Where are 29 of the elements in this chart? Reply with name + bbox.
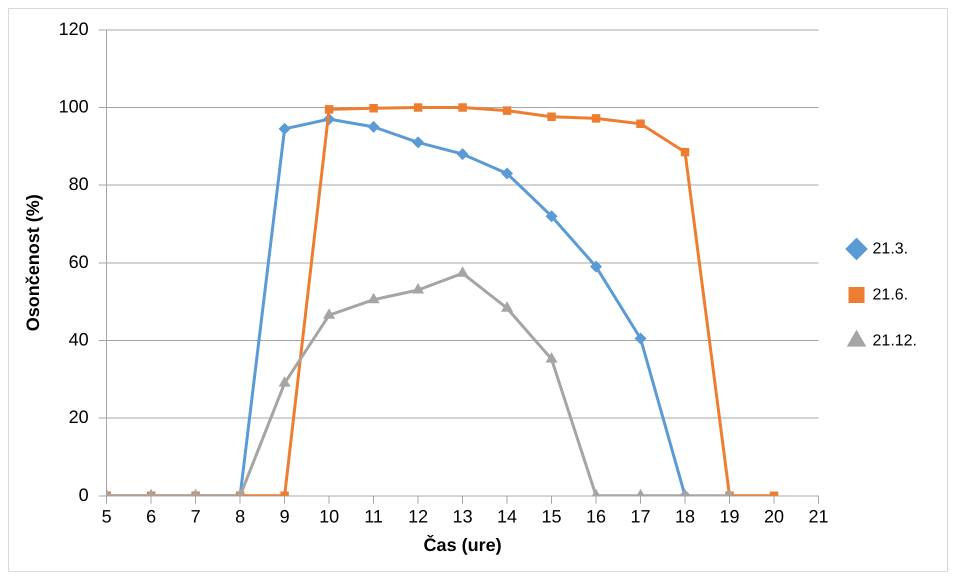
x-tick-label: 14	[497, 506, 518, 527]
x-tick-label: 21	[808, 506, 829, 527]
x-tick-label: 11	[364, 506, 383, 527]
y-tick-label: 100	[58, 96, 89, 116]
x-tick-label: 5	[102, 506, 112, 527]
x-tick-label: 7	[190, 506, 201, 527]
x-tick-label: 16	[586, 506, 606, 527]
x-tick-label: 10	[319, 506, 340, 527]
legend-label: 21.12.	[872, 332, 917, 350]
legend-label: 21.6.	[872, 286, 908, 304]
x-tick-label: 18	[675, 506, 696, 527]
y-tick-label: 80	[68, 174, 89, 194]
x-tick-label: 13	[452, 506, 473, 527]
x-tick-label: 6	[146, 506, 156, 527]
y-tick-label: 20	[68, 407, 89, 428]
x-axis-title: Čas (ure)	[424, 534, 502, 556]
y-tick-label: 40	[68, 329, 89, 350]
x-tick-label: 15	[542, 506, 562, 527]
x-tick-label: 17	[630, 506, 651, 527]
x-tick-label: 19	[720, 506, 740, 527]
x-tick-label: 8	[235, 506, 246, 527]
y-tick-label: 60	[68, 252, 89, 272]
y-tick-label: 120	[58, 18, 89, 39]
x-tick-label: 20	[764, 506, 784, 527]
legend-label: 21.3.	[872, 240, 908, 258]
y-tick-label: 0	[78, 484, 89, 505]
x-tick-label: 9	[280, 506, 290, 527]
x-tick-label: 12	[408, 506, 428, 527]
y-axis-title: Osončenost (%)	[22, 194, 43, 332]
